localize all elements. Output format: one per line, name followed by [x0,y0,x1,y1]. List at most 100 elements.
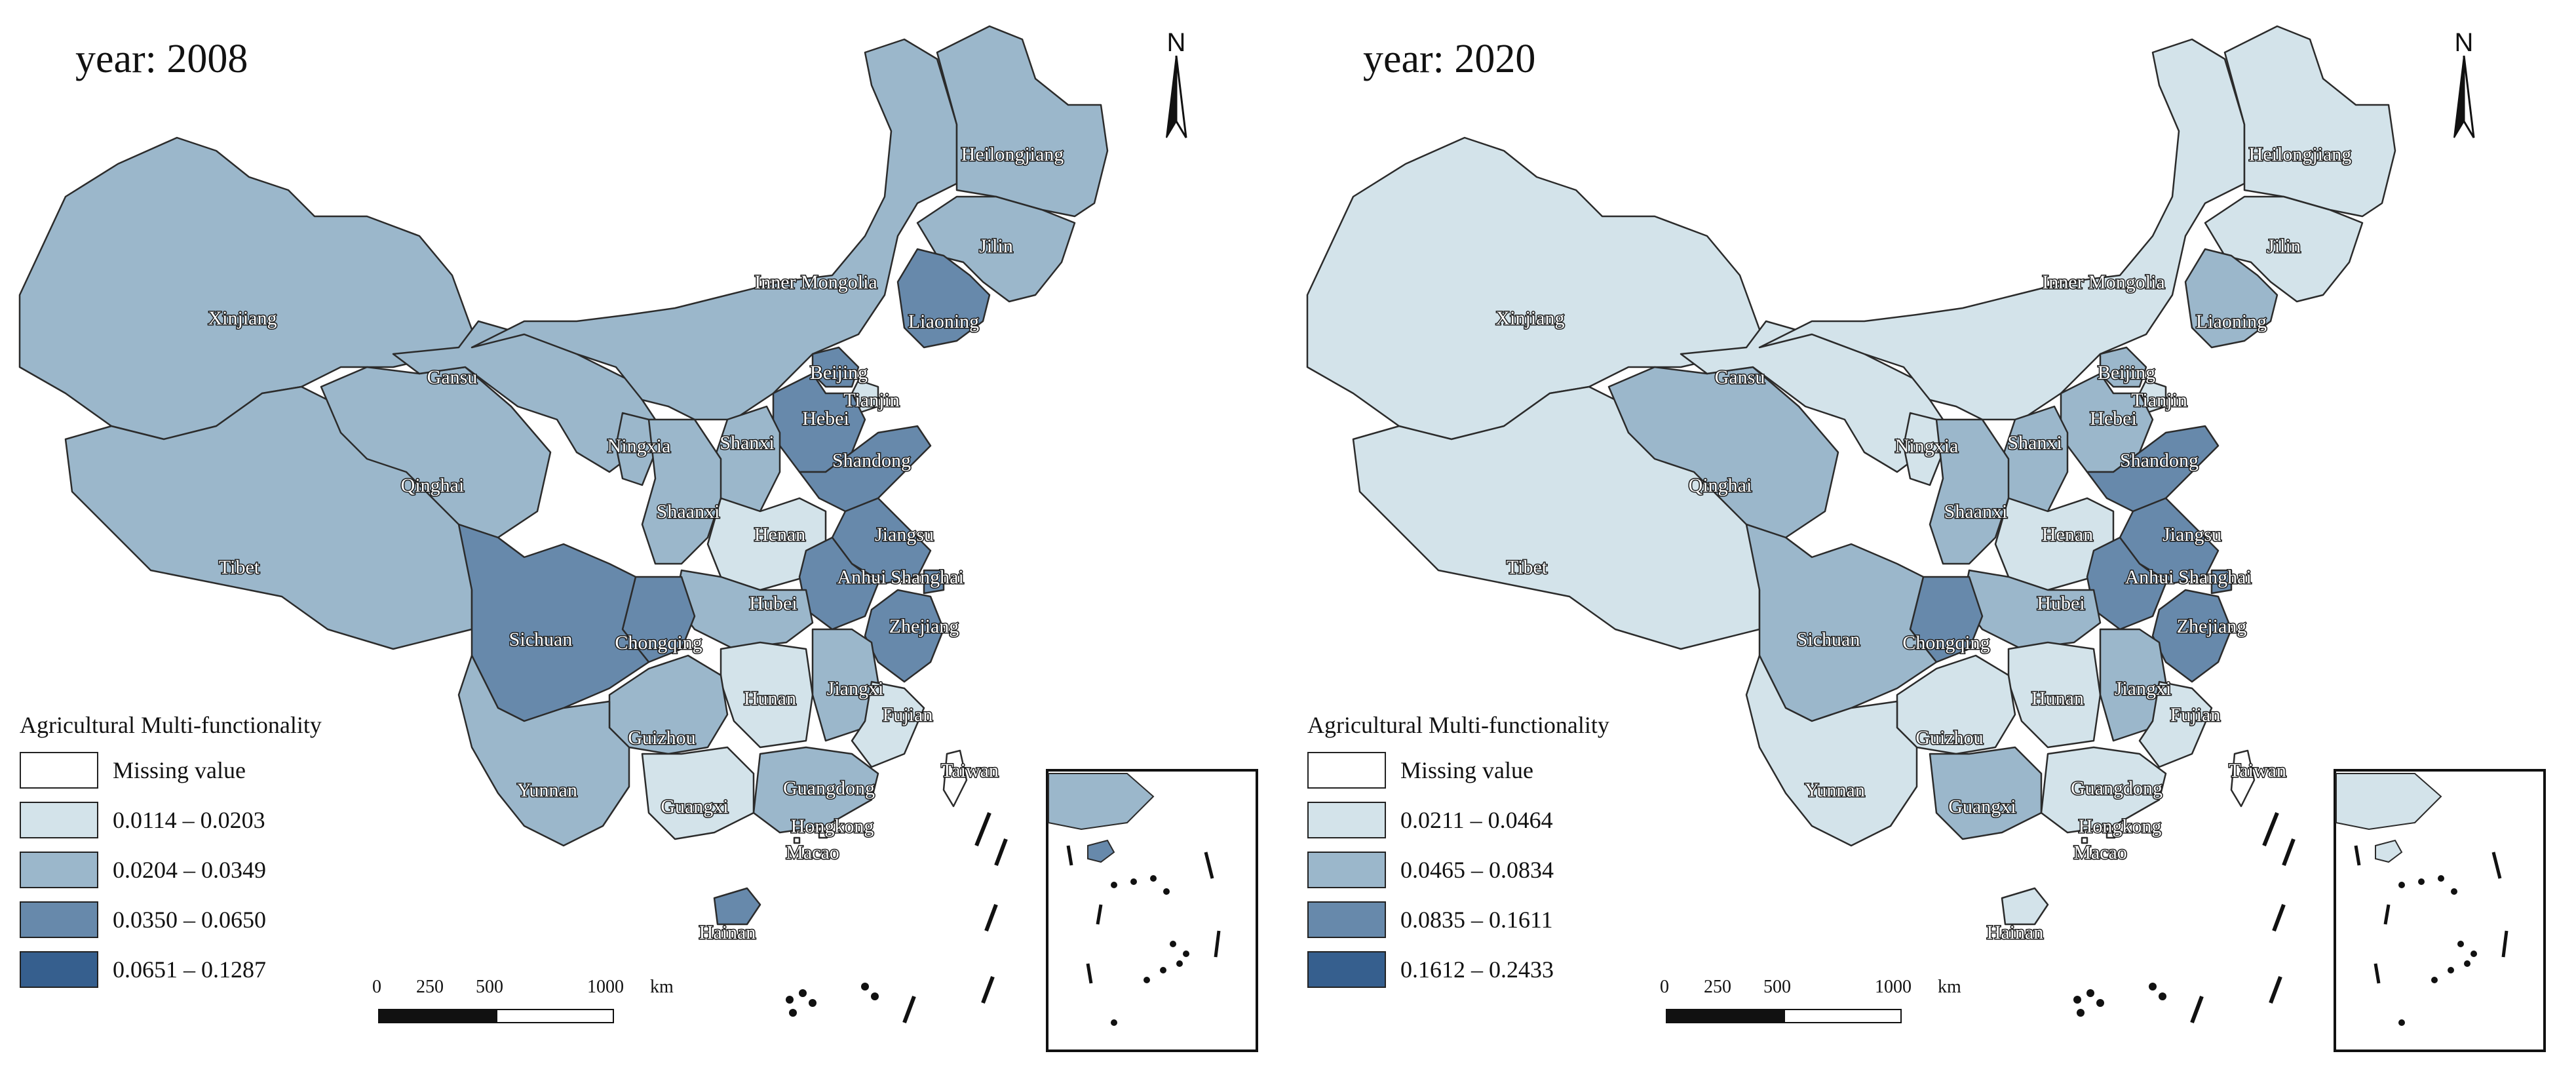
legend-item: 0.0211 – 0.0464 [1307,799,1609,841]
inset-island [2431,977,2438,983]
map-panel-2: Heilongjiang Jilin Liaoning Inner Mongolia X… [1288,0,2575,1079]
legend-item: 0.0835 – 0.1611 [1307,899,1609,941]
provinces [1306,25,2396,926]
map-title: year: 2020 [1363,37,1536,81]
legend-swatch [1307,901,1386,938]
island [861,983,869,991]
scale-label-unit: km [1938,977,1961,997]
label-liaoning: Liaoning [2196,311,2267,332]
label-hongkong: Hongkong [2079,815,2162,837]
label-anhui: Anhui [837,566,887,588]
inset-island [2438,875,2444,882]
province-shaanxi [641,418,722,565]
inset-dash [2374,963,2381,984]
legend-swatch [1307,802,1386,838]
inset-dash [1204,852,1214,879]
label-hainan: Hainan [699,922,756,943]
label-jiangxi: Jiangxi [2115,678,2172,699]
legend-label: 0.0465 – 0.0834 [1400,857,1554,883]
label-tianjin: Tianjin [2131,389,2187,411]
legend-item-missing: Missing value [1307,749,1609,791]
nine-dash-segment [974,812,991,847]
inset-mainland [1048,773,1155,831]
nine-dash-segment [994,838,1008,867]
label-gansu: Gansu [427,366,478,388]
north-label: N [1167,28,1186,57]
inset-hainan [1087,839,1115,863]
province-hongkong [818,830,828,839]
label-beijing: Beijing [2098,362,2155,383]
province-guangxi [1929,746,2043,840]
nine-dash-segment [2269,975,2282,1004]
label-guangxi: Guangxi [1948,796,2016,817]
province-hunan [720,641,814,749]
legend: Agricultural Multi-functionality Missing… [1307,711,1609,998]
label-guangxi: Guangxi [661,796,728,817]
label-heilongjiang: Heilongjiang [2249,144,2352,165]
legend-item: 0.0465 – 0.0834 [1307,849,1609,891]
label-beijing: Beijing [810,362,868,383]
province-shandong [798,425,932,513]
inset-island [2451,888,2457,895]
scale-label-0: 0 [1660,977,1669,997]
label-taiwan: Taiwan [2229,760,2286,781]
province-guangdong [752,746,879,834]
province-shaanxi [1929,418,2010,565]
label-macao: Macao [2073,842,2127,863]
island [2149,983,2157,991]
china-map: Heilongjiang Jilin Liaoning Inner Mongolia X… [18,25,1258,1052]
inset-island [2470,951,2477,957]
island [799,989,807,997]
label-jiangsu: Jiangsu [2163,524,2221,545]
inset-dash [2383,904,2391,925]
province-labels: Heilongjiang Jilin Liaoning Inner Mongolia X… [207,143,1065,945]
label-shandong: Shandong [2120,450,2199,471]
inset-island [1160,967,1166,973]
scale-label-1000: 1000 [1875,977,1912,997]
label-yunnan: Yunnan [517,779,577,801]
legend-item: 0.0651 – 0.1287 [20,949,322,991]
legend-label: Missing value [113,757,246,783]
label-jiangsu: Jiangsu [875,524,934,545]
province-shanghai [2210,569,2233,595]
legend-swatch [20,951,98,988]
nine-dash-segment [2262,812,2279,847]
province-hunan [2007,641,2102,749]
legend-label: 0.0204 – 0.0349 [113,857,266,883]
nine-dash-segment [984,903,998,932]
inset-island [1144,977,1150,983]
island [2073,996,2081,1004]
label-chongqing: Chongqing [615,632,702,654]
label-qinghai: Qinghai [401,475,465,496]
inset-dash [1066,845,1073,866]
legend-label: Missing value [1400,757,1533,783]
legend-item: 0.0350 – 0.0650 [20,899,322,941]
legend-item-missing: Missing value [20,749,322,791]
label-liaoning: Liaoning [908,311,979,332]
scale-label-0: 0 [372,977,381,997]
province-labels: Heilongjiang Jilin Liaoning Inner Mongolia X… [1495,143,2353,945]
island [871,992,879,1000]
label-hubei: Hubei [749,593,797,614]
label-xinjiang: Xinjiang [208,307,277,329]
island [2077,1009,2085,1017]
province-guangdong [2040,746,2167,834]
province-liaoning [896,248,991,349]
label-zhejiang: Zhejiang [889,616,959,637]
scale-label-250: 250 [416,977,444,997]
map-panel-1: Heilongjiang Jilin Liaoning Inner Mongolia X… [18,25,1258,1052]
label-tibet: Tibet [219,557,260,578]
province-guangxi [641,746,755,840]
label-xinjiang: Xinjiang [1496,307,1565,329]
legend-swatch [20,901,98,938]
nine-dash-segment [981,975,995,1004]
label-shanxi: Shanxi [720,432,774,454]
label-fujian: Fujian [2170,704,2221,726]
scale-bar [1666,1009,1902,1023]
label-inner-mongolia: Inner Mongolia [754,271,877,293]
label-henan: Henan [754,524,805,545]
legend-item: 0.1612 – 0.2433 [1307,949,1609,991]
legend-swatch [20,802,98,838]
legend-swatch [1307,951,1386,988]
inset-dash [2354,845,2361,866]
